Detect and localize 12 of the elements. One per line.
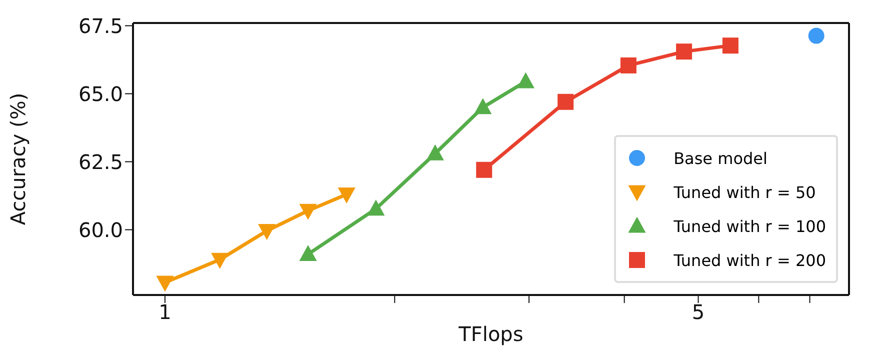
- y-tick-label: 60.0: [78, 218, 123, 242]
- y-tick-label: 62.5: [78, 150, 123, 174]
- y-tick-label: 67.5: [78, 14, 123, 38]
- y-axis-title: Accuracy (%): [6, 92, 30, 226]
- legend-label: Tuned with r = 100: [674, 216, 826, 236]
- x-axis-title: TFlops: [458, 322, 524, 346]
- y-tick-label: 65.0: [78, 82, 123, 106]
- legend-label: Base model: [674, 148, 768, 168]
- legend-label: Tuned with r = 50: [674, 182, 816, 202]
- x-tick-label: 1: [158, 300, 172, 324]
- x-tick-label: 5: [692, 300, 705, 324]
- legend-label: Tuned with r = 200: [674, 250, 826, 270]
